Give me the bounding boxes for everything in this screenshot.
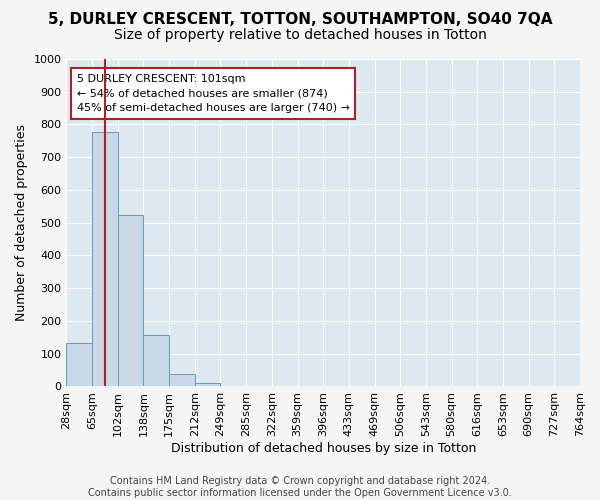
- Text: 5, DURLEY CRESCENT, TOTTON, SOUTHAMPTON, SO40 7QA: 5, DURLEY CRESCENT, TOTTON, SOUTHAMPTON,…: [48, 12, 552, 28]
- Bar: [169, 374, 195, 386]
- Text: Size of property relative to detached houses in Totton: Size of property relative to detached ho…: [113, 28, 487, 42]
- Y-axis label: Number of detached properties: Number of detached properties: [15, 124, 28, 321]
- Bar: [118, 214, 143, 386]
- Bar: [143, 334, 169, 386]
- Text: 5 DURLEY CRESCENT: 101sqm
← 54% of detached houses are smaller (874)
45% of semi: 5 DURLEY CRESCENT: 101sqm ← 54% of detac…: [77, 74, 350, 114]
- Text: Contains HM Land Registry data © Crown copyright and database right 2024.
Contai: Contains HM Land Registry data © Crown c…: [88, 476, 512, 498]
- Bar: [67, 343, 92, 386]
- Bar: [195, 382, 220, 386]
- X-axis label: Distribution of detached houses by size in Totton: Distribution of detached houses by size …: [170, 442, 476, 455]
- Bar: [92, 132, 118, 386]
